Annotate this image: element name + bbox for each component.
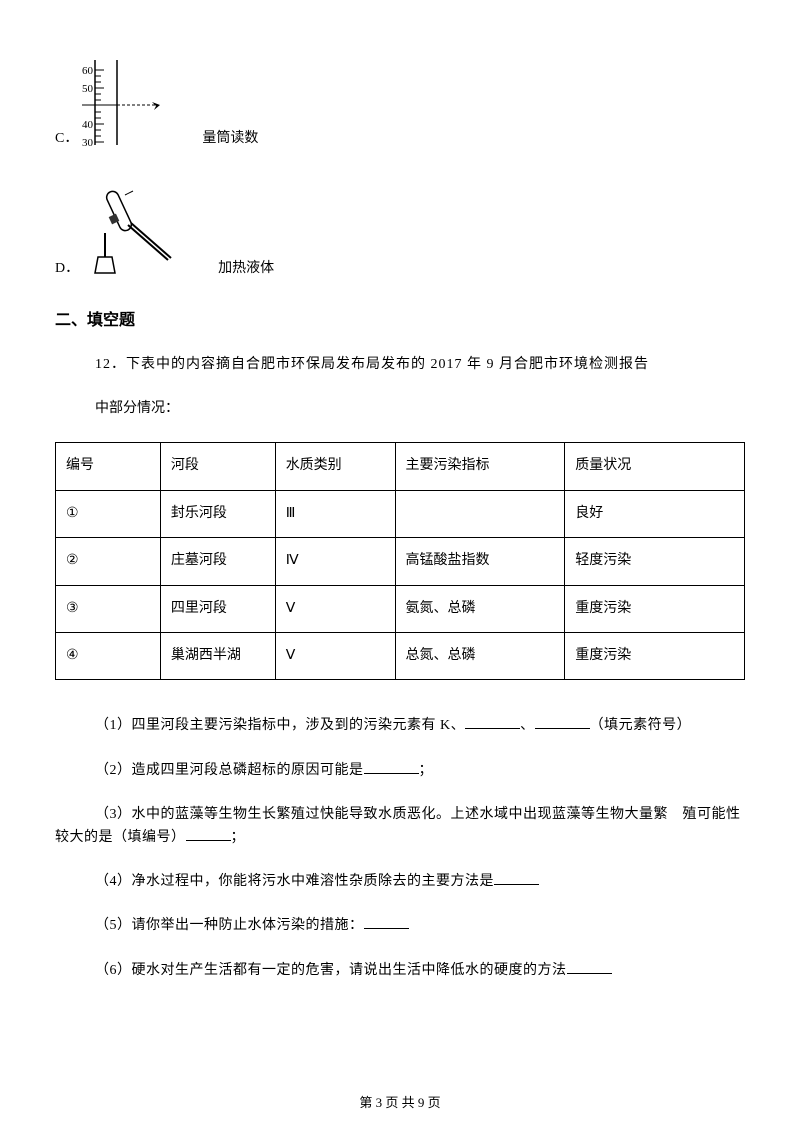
heater-svg — [83, 185, 173, 280]
option-c-desc: 量筒读数 — [202, 128, 258, 150]
blank-input[interactable] — [364, 760, 419, 774]
q12-intro: 12．下表中的内容摘自合肥市环保局发布局发布的 2017 年 9 月合肥市环境检… — [95, 354, 745, 376]
cylinder-svg: 60 50 40 30 — [82, 60, 177, 150]
blank-input[interactable] — [567, 960, 612, 974]
sub-q3: （3）水中的蓝藻等生物生长繁殖过快能导致水质恶化。上述水域中出现蓝藻等生物大量繁… — [55, 804, 745, 849]
option-c-row: C． 60 50 40 30 量筒读数 — [55, 60, 745, 150]
blank-input[interactable] — [364, 915, 409, 929]
table-row: ④ 巢湖西半湖 Ⅴ 总氮、总磷 重度污染 — [56, 632, 745, 679]
svg-text:60: 60 — [82, 65, 94, 77]
blank-input[interactable] — [494, 871, 539, 885]
th-section: 河段 — [160, 443, 275, 490]
th-number: 编号 — [56, 443, 161, 490]
table-header-row: 编号 河段 水质类别 主要污染指标 质量状况 — [56, 443, 745, 490]
table-row: ② 庄墓河段 Ⅳ 高锰酸盐指数 轻度污染 — [56, 538, 745, 585]
svg-text:30: 30 — [82, 137, 94, 149]
option-d-desc: 加热液体 — [218, 258, 274, 280]
svg-text:40: 40 — [82, 119, 94, 131]
section-2-title: 二、填空题 — [55, 308, 745, 334]
heater-diagram — [83, 185, 173, 280]
sub-q4: （4）净水过程中，你能将污水中难溶性杂质除去的主要方法是 — [95, 871, 745, 893]
table-row: ① 封乐河段 Ⅲ 良好 — [56, 490, 745, 537]
sub-q6: （6）硬水对生产生活都有一定的危害，请说出生活中降低水的硬度的方法 — [95, 960, 745, 982]
sub-q5: （5）请你举出一种防止水体污染的措施： — [95, 915, 745, 937]
water-quality-table: 编号 河段 水质类别 主要污染指标 质量状况 ① 封乐河段 Ⅲ 良好 ② 庄墓河… — [55, 442, 745, 680]
q12-sub: 中部分情况： — [95, 398, 745, 420]
blank-input[interactable] — [535, 715, 590, 729]
sub-q1: （1）四里河段主要污染指标中，涉及到的污染元素有 K、、（填元素符号） — [95, 715, 745, 737]
table-row: ③ 四里河段 Ⅴ 氨氮、总磷 重度污染 — [56, 585, 745, 632]
th-pollutant: 主要污染指标 — [395, 443, 565, 490]
th-status: 质量状况 — [565, 443, 745, 490]
page-footer: 第 3 页 共 9 页 — [0, 1093, 800, 1114]
svg-text:50: 50 — [82, 83, 94, 95]
th-category: 水质类别 — [275, 443, 395, 490]
blank-input[interactable] — [186, 827, 231, 841]
option-c-label: C． — [55, 128, 78, 150]
sub-q2: （2）造成四里河段总磷超标的原因可能是； — [95, 760, 745, 782]
option-d-label: D． — [55, 258, 79, 280]
option-d-row: D． 加热液体 — [55, 185, 745, 280]
blank-input[interactable] — [465, 715, 520, 729]
cylinder-diagram: 60 50 40 30 — [82, 60, 157, 150]
